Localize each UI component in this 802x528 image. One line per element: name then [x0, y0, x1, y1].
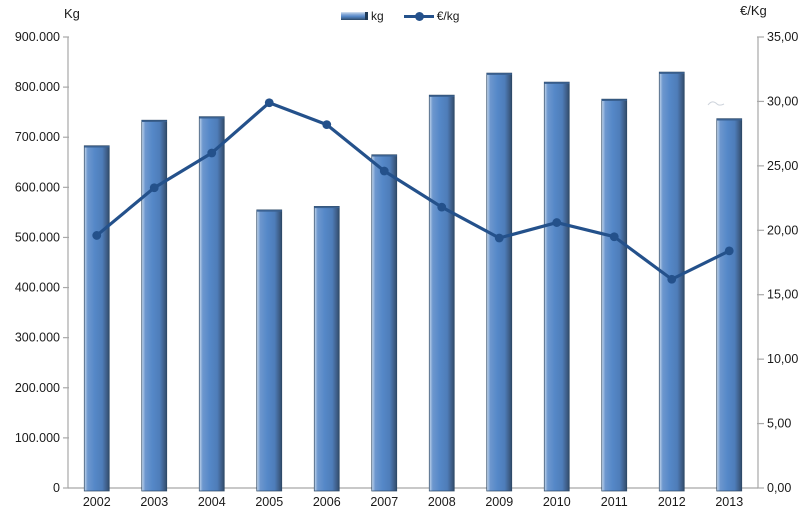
- right-axis-tick-label: 20,00: [767, 223, 798, 237]
- right-axis-tick-label: 5,00: [767, 417, 791, 431]
- left-axis-tick-label: 400.000: [15, 281, 60, 295]
- eur-per-kg-line: [95, 101, 731, 281]
- left-axis-tick-label: 700.000: [15, 130, 60, 144]
- line-marker-2011: [609, 232, 619, 242]
- line-marker-2005: [264, 98, 274, 108]
- x-axis-label-2002: 2002: [83, 495, 111, 509]
- right-axis-tick-label: 15,00: [767, 288, 798, 302]
- bar-2002: [83, 145, 110, 492]
- right-axis-tick-label: 10,00: [767, 352, 798, 366]
- left-axis-tick-label: 300.000: [15, 331, 60, 345]
- x-axis-label-2003: 2003: [140, 495, 168, 509]
- x-axis-label-2007: 2007: [370, 495, 398, 509]
- x-axis-label-2011: 2011: [601, 495, 628, 509]
- bar-2010: [543, 81, 570, 492]
- line-marker-2008: [437, 202, 447, 212]
- line-marker-2009: [494, 233, 504, 243]
- smudge-artifact: [707, 101, 725, 106]
- left-axis-tick-label: 900.000: [15, 30, 60, 44]
- right-axis-tick-label: 0,00: [767, 481, 791, 495]
- bar-2008: [428, 94, 455, 492]
- bar-2009: [486, 72, 513, 492]
- right-axis-tick-label: 35,00: [767, 30, 798, 44]
- x-axis-label-2010: 2010: [543, 495, 571, 509]
- bar-series-swatch-icon: [341, 12, 368, 20]
- bar-2003: [141, 119, 168, 492]
- legend-label-eur-per-kg: €/kg: [436, 9, 460, 23]
- x-axis-label-2005: 2005: [255, 495, 283, 509]
- legend-item-eur-per-kg: €/kg: [403, 9, 460, 23]
- x-axis-label-2009: 2009: [485, 495, 513, 509]
- line-marker-2004: [207, 148, 217, 158]
- line-marker-2006: [322, 120, 332, 130]
- x-axis-label-2006: 2006: [313, 495, 341, 509]
- line-marker-2003: [149, 183, 159, 193]
- bar-2006: [313, 206, 340, 492]
- x-axis-label-2012: 2012: [658, 495, 686, 509]
- left-axis-tick-label: 100.000: [15, 431, 60, 445]
- line-marker-2002: [92, 231, 102, 240]
- left-axis-tick-label: 800.000: [15, 80, 60, 94]
- x-axis-label-2008: 2008: [428, 495, 456, 509]
- bar-2007: [371, 154, 398, 492]
- bar-2011: [601, 98, 628, 492]
- bar-2004: [198, 116, 225, 492]
- left-axis-tick-label: 600.000: [15, 180, 60, 194]
- right-axis-tick-label: 30,00: [767, 94, 798, 108]
- x-axis-label-2013: 2013: [715, 495, 743, 509]
- right-axis-title: €/Kg: [740, 3, 767, 18]
- line-marker-2010: [552, 218, 562, 227]
- bar-2005: [256, 209, 283, 492]
- line-marker-2007: [379, 166, 389, 176]
- left-axis-tick-label: 200.000: [15, 381, 60, 395]
- left-axis-tick-label: 0: [53, 481, 60, 495]
- left-axis-title: Kg: [64, 6, 80, 21]
- line-marker-2012: [667, 274, 677, 284]
- bar-2013: [716, 118, 743, 492]
- line-marker-2013: [724, 246, 734, 256]
- line-series-swatch-icon: [403, 11, 434, 21]
- left-axis-tick-label: 500.000: [15, 230, 60, 244]
- legend-label-kg: kg: [371, 9, 384, 23]
- legend-item-kg: kg: [341, 9, 384, 23]
- right-axis-tick-label: 25,00: [767, 159, 798, 173]
- x-axis-label-2004: 2004: [198, 495, 226, 509]
- chart-legend: kg €/kg: [341, 9, 459, 23]
